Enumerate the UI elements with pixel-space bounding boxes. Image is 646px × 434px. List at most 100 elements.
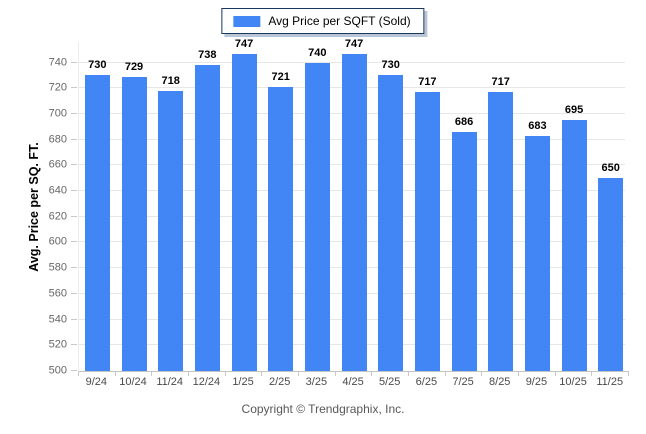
y-tick-label: 700 bbox=[48, 107, 67, 120]
bar-value-label: 718 bbox=[161, 74, 180, 87]
y-tick-mark bbox=[71, 164, 77, 166]
bar-slot: 738 bbox=[189, 42, 226, 371]
bar-slot: 683 bbox=[519, 42, 556, 371]
bar bbox=[84, 75, 110, 371]
y-tick-mark bbox=[71, 318, 77, 320]
plot-area: 730 729 718 738 747 721 740 747 730 717 686 717 683 6… bbox=[78, 37, 629, 372]
x-tick-mark bbox=[481, 372, 483, 376]
y-tick-label: 540 bbox=[48, 313, 67, 326]
x-tick-mark bbox=[371, 372, 373, 376]
bar-slot: 695 bbox=[556, 42, 593, 371]
y-tick-label: 680 bbox=[48, 133, 67, 146]
x-tick-label: 11/24 bbox=[156, 376, 184, 388]
legend: Avg Price per SQFT (Sold) bbox=[221, 8, 425, 34]
bar-value-label: 695 bbox=[564, 104, 584, 117]
y-tick-mark bbox=[71, 241, 77, 243]
x-tick-label: 11/25 bbox=[596, 376, 624, 388]
y-tick-mark bbox=[71, 138, 77, 140]
bar-slot: 717 bbox=[482, 42, 519, 371]
y-tick-mark bbox=[71, 112, 77, 114]
bar-value-label: 729 bbox=[124, 60, 144, 73]
x-tick-mark bbox=[444, 372, 446, 376]
bar bbox=[268, 86, 294, 371]
bar bbox=[598, 178, 624, 371]
bar-value-label: 683 bbox=[528, 119, 547, 132]
x-tick-mark bbox=[114, 372, 116, 376]
bar bbox=[304, 62, 330, 371]
x-tick-label: 4/25 bbox=[342, 376, 364, 388]
bar bbox=[378, 75, 404, 371]
y-tick-label: 740 bbox=[48, 56, 67, 69]
bar-slot: 740 bbox=[299, 42, 336, 371]
x-tick-label: 6/25 bbox=[415, 376, 438, 388]
bar-slot: 686 bbox=[446, 42, 483, 371]
x-axis-ticks bbox=[78, 372, 629, 376]
bar-value-label: 650 bbox=[601, 162, 620, 175]
y-tick-mark bbox=[71, 87, 77, 89]
x-tick-mark bbox=[554, 372, 556, 376]
x-tick-label: 5/25 bbox=[379, 376, 401, 388]
y-tick-label: 720 bbox=[48, 81, 67, 94]
y-tick-label: 620 bbox=[48, 210, 67, 223]
bar bbox=[561, 120, 587, 371]
x-tick-label: 8/25 bbox=[489, 376, 511, 388]
x-tick-label: 12/24 bbox=[192, 376, 221, 388]
bar-value-label: 740 bbox=[308, 46, 327, 59]
y-tick-mark bbox=[71, 215, 77, 217]
x-tick-label: 7/25 bbox=[452, 376, 474, 388]
y-tick-label: 500 bbox=[48, 364, 67, 377]
x-tick-mark bbox=[224, 372, 226, 376]
x-tick-mark bbox=[151, 372, 153, 376]
y-tick-mark bbox=[71, 292, 77, 294]
y-tick-mark bbox=[71, 61, 77, 63]
x-tick-mark bbox=[334, 372, 336, 376]
bar-value-label: 747 bbox=[344, 37, 364, 50]
bar bbox=[231, 53, 257, 371]
x-tick-mark bbox=[591, 372, 593, 376]
bar-slot: 747 bbox=[226, 37, 263, 371]
x-tick-label: 9/24 bbox=[85, 376, 108, 388]
y-tick-label: 640 bbox=[48, 184, 67, 197]
bar bbox=[158, 90, 184, 371]
y-axis: 500 520 540 560 580 600 620 640 660 680 700 720 740 bbox=[0, 42, 78, 376]
bar-slot: 718 bbox=[152, 42, 189, 371]
bar bbox=[451, 131, 477, 371]
x-tick-label: 3/25 bbox=[305, 376, 328, 388]
x-tick-label: 1/25 bbox=[232, 376, 254, 388]
bar bbox=[194, 65, 220, 371]
copyright-text: Copyright © Trendgraphix, Inc. bbox=[241, 402, 405, 416]
bar bbox=[121, 76, 147, 371]
x-tick-mark bbox=[188, 372, 189, 376]
bar-slot: 729 bbox=[116, 42, 153, 371]
x-tick-mark bbox=[298, 372, 299, 376]
bar-value-label: 717 bbox=[491, 76, 510, 89]
bar bbox=[524, 135, 550, 371]
x-axis-labels: 9/24 10/24 11/24 12/24 1/25 2/25 3/25 4/25 5/25 6… bbox=[78, 376, 628, 388]
y-tick-mark bbox=[71, 344, 77, 346]
y-tick-label: 580 bbox=[48, 261, 67, 274]
bar bbox=[414, 92, 440, 371]
bar-series: 730 729 718 738 747 721 740 747 730 717 686 717 683 6… bbox=[79, 37, 629, 371]
y-tick-mark bbox=[71, 267, 77, 269]
bar-slot: 717 bbox=[409, 42, 446, 371]
bar-value-label: 747 bbox=[234, 37, 254, 50]
x-tick-mark bbox=[518, 372, 519, 376]
y-tick-label: 560 bbox=[48, 287, 67, 300]
x-tick-mark bbox=[628, 372, 629, 376]
bar-slot: 721 bbox=[262, 42, 299, 371]
legend-swatch-icon bbox=[233, 15, 261, 27]
x-tick-mark bbox=[78, 372, 79, 376]
y-tick-mark bbox=[71, 190, 77, 192]
x-tick-label: 10/24 bbox=[119, 376, 147, 388]
x-tick-mark bbox=[261, 372, 263, 376]
bar-value-label: 730 bbox=[381, 59, 400, 72]
x-tick-mark bbox=[408, 372, 409, 376]
bar bbox=[488, 92, 514, 371]
y-tick-label: 660 bbox=[48, 158, 67, 171]
x-tick-label: 9/25 bbox=[525, 376, 548, 388]
bar bbox=[341, 53, 367, 371]
bar-value-label: 686 bbox=[454, 115, 474, 128]
bar-slot: 730 bbox=[79, 42, 116, 371]
y-tick-label: 520 bbox=[48, 338, 67, 351]
